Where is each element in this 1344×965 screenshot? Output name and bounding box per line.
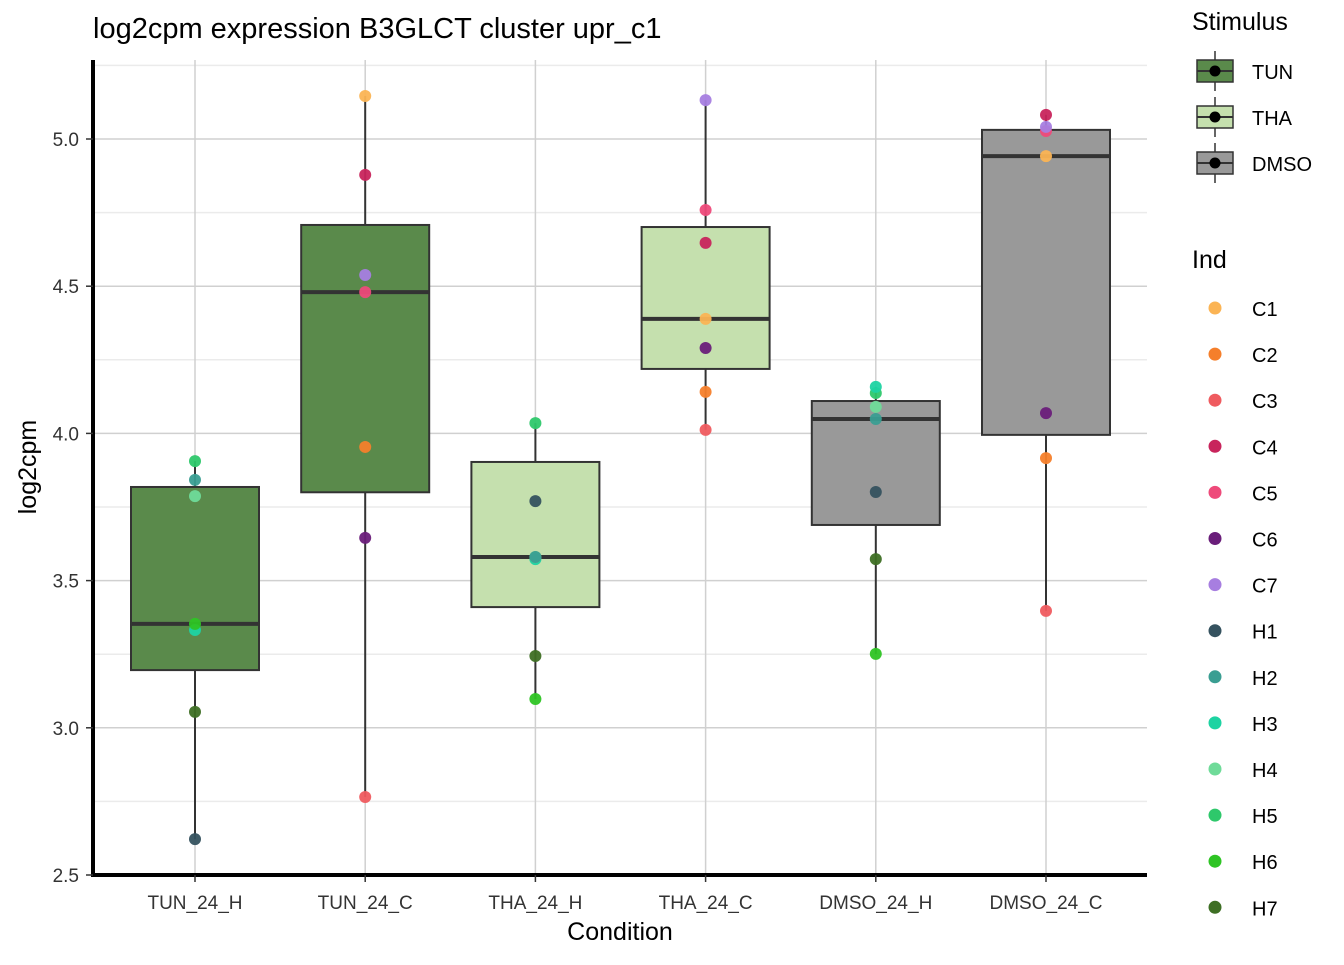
- point-H6: [529, 692, 542, 705]
- point-H1: [869, 485, 882, 498]
- point-C3: [699, 423, 712, 436]
- legend-stimulus: Stimulus TUN THA DMSO: [1192, 8, 1312, 183]
- point-C7: [1040, 120, 1052, 133]
- point-H1: [189, 833, 201, 846]
- legend-key-point: [1209, 65, 1221, 77]
- legend-point-C2: [1208, 347, 1222, 361]
- y-axis-label: log2cpm: [14, 420, 42, 515]
- y-tick-label: 4.5: [53, 277, 79, 298]
- point-C4: [699, 236, 712, 249]
- box-DMSO_24_C: [981, 128, 1111, 436]
- legend-point-C5: [1208, 485, 1222, 499]
- legend-key-point: [1209, 111, 1221, 123]
- legend-point-H1: [1208, 624, 1222, 638]
- chart-title: log2cpm expression B3GLCT cluster upr_c1: [93, 13, 661, 45]
- point-C2: [699, 385, 712, 398]
- point-H5: [529, 417, 542, 430]
- point-H3: [869, 380, 882, 393]
- legend-ind-label: H3: [1252, 714, 1278, 736]
- legend-ind-label: H1: [1252, 622, 1278, 644]
- legend-ind-label: H6: [1252, 852, 1278, 874]
- legend-ind-label: C2: [1252, 345, 1278, 367]
- legend-ind: Ind C1 C2 C3 C4 C5 C6 C7 H1 H2 H3 H4 H5 H6 H7: [1192, 246, 1278, 920]
- point-C4: [359, 168, 372, 181]
- legend-stimulus-label: TUN: [1252, 62, 1293, 84]
- box-THA_24_H: [470, 460, 601, 609]
- point-H2: [529, 551, 542, 564]
- point-H4: [189, 490, 201, 503]
- point-C2: [359, 440, 372, 453]
- x-axis-label: Condition: [567, 918, 673, 946]
- point-C1: [699, 312, 712, 325]
- legend-point-C4: [1208, 439, 1222, 453]
- point-H6: [189, 617, 201, 630]
- point-C6: [359, 531, 372, 544]
- legend-ind-label: H4: [1252, 760, 1278, 782]
- legend-ind-label: C4: [1252, 437, 1278, 459]
- x-tick-label: DMSO_24_H: [819, 893, 932, 914]
- point-H2: [189, 473, 201, 486]
- legend-ind-label: C7: [1252, 576, 1278, 598]
- point-C6: [1040, 407, 1052, 420]
- x-tick-label: TUN_24_H: [147, 893, 242, 914]
- legend-key-point: [1209, 157, 1221, 169]
- legend-ind-title: Ind: [1192, 246, 1227, 274]
- point-C1: [359, 90, 372, 103]
- legend-point-H5: [1208, 808, 1222, 822]
- legend-ind-label: H5: [1252, 806, 1278, 828]
- legend-point-H4: [1208, 762, 1222, 776]
- point-C4: [1040, 108, 1052, 121]
- y-tick-label: 3.0: [53, 719, 79, 740]
- points: [189, 90, 1052, 846]
- point-C6: [699, 342, 712, 355]
- legend-point-H6: [1208, 854, 1222, 868]
- legend-point-C3: [1208, 393, 1222, 407]
- point-H2: [869, 412, 882, 425]
- point-H1: [529, 495, 542, 508]
- legend-ind-label: H7: [1252, 898, 1278, 920]
- point-H7: [869, 553, 882, 566]
- point-C5: [359, 286, 372, 299]
- legend-stimulus-label: DMSO: [1252, 154, 1312, 176]
- legend-point-C7: [1208, 578, 1222, 592]
- point-H6: [869, 647, 882, 660]
- legend-point-H2: [1208, 670, 1222, 684]
- legend-stimulus-label: THA: [1252, 108, 1293, 130]
- x-tick-label: DMSO_24_C: [990, 893, 1103, 914]
- point-H4: [869, 400, 882, 413]
- box-TUN_24_H: [130, 485, 260, 672]
- axes: 2.5 3.0 3.5 4.0 4.5 5.0 TUN_24_H TUN_24_C THA_24…: [53, 60, 1147, 914]
- y-tick-label: 3.5: [53, 572, 79, 593]
- point-C3: [1040, 604, 1052, 617]
- legend-point-C1: [1208, 301, 1222, 315]
- y-tick-label: 2.5: [53, 866, 79, 887]
- y-tick-label: 5.0: [53, 130, 79, 151]
- legend-stimulus-title: Stimulus: [1192, 8, 1288, 36]
- point-C1: [1040, 150, 1052, 163]
- legend-ind-label: C6: [1252, 530, 1278, 552]
- point-C2: [1040, 452, 1052, 465]
- x-tick-label: THA_24_C: [659, 893, 753, 914]
- x-tick-label: TUN_24_C: [318, 893, 413, 914]
- legend-ind-label: H2: [1252, 668, 1278, 690]
- legend-point-C6: [1208, 532, 1222, 545]
- legend-ind-label: C1: [1252, 299, 1278, 321]
- point-H7: [529, 649, 542, 662]
- point-C7: [699, 94, 712, 107]
- legend-point-H7: [1208, 900, 1222, 914]
- point-H5: [189, 455, 201, 468]
- point-C7: [359, 269, 372, 282]
- point-H7: [189, 705, 201, 718]
- y-tick-label: 4.0: [53, 424, 79, 445]
- legend-ind-label: C3: [1252, 391, 1278, 413]
- legend-ind-label: C5: [1252, 483, 1278, 505]
- legend-point-H3: [1208, 716, 1222, 730]
- x-tick-label: THA_24_H: [488, 893, 582, 914]
- point-C5: [699, 203, 712, 216]
- point-C3: [359, 790, 372, 803]
